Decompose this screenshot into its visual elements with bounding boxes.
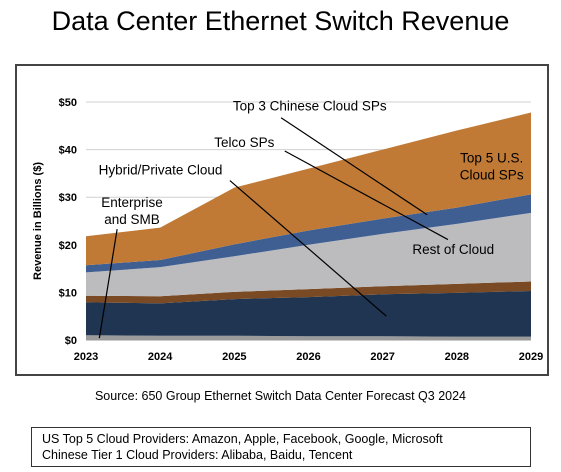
y-axis-label: Revenue in Billions ($): [32, 162, 44, 280]
y-tick-label: $20: [59, 240, 77, 252]
source-note: Source: 650 Group Ethernet Switch Data C…: [94, 389, 467, 403]
x-tick-label: 2029: [519, 351, 543, 363]
annotation-top5us: Top 5 U.S.: [460, 150, 523, 165]
annotation-hybrid: Hybrid/Private Cloud: [99, 162, 223, 177]
x-tick-label: 2027: [370, 351, 394, 363]
footnote-us-providers: US Top 5 Cloud Providers: Amazon, Apple,…: [42, 432, 443, 446]
y-tick-label: $40: [59, 145, 77, 157]
x-tick-label: 2026: [296, 351, 320, 363]
leader-line-hybrid: [229, 180, 387, 317]
chart-title: Data Center Ethernet Switch Revenue: [51, 6, 510, 36]
annotation-rest: Rest of Cloud: [412, 242, 494, 257]
annotation-telco: Telco SPs: [214, 135, 274, 150]
area-rest-of-cloud: [86, 212, 531, 297]
area-telco-sps: [86, 281, 531, 304]
leader-line-top3: [280, 117, 428, 216]
annotation-ent: and SMB: [104, 212, 160, 227]
x-tick-label: 2023: [74, 351, 98, 363]
x-tick-label: 2028: [445, 351, 469, 363]
annotation-top5us: Cloud SPs: [460, 167, 524, 182]
leader-line-ent: [98, 228, 118, 339]
annotation-top3: Top 3 Chinese Cloud SPs: [233, 99, 387, 114]
y-tick-label: $50: [59, 97, 77, 109]
leader-line-telco: [284, 150, 449, 241]
chart-frame: $0 $10 $20 $30 $40 $50 2023 2024 2025 2026 2027 202…: [15, 64, 549, 376]
annotation-ent: Enterprise: [101, 195, 163, 210]
stacked-area-chart: $0 $10 $20 $30 $40 $50 2023 2024 2025 2026 2027 202…: [32, 97, 543, 363]
footnote-box: US Top 5 Cloud Providers: Amazon, Apple,…: [31, 427, 531, 467]
area-top-5-u-s-cloud-sps: [86, 112, 531, 266]
area-top-3-chinese-cloud-sps: [86, 194, 531, 273]
area-hybrid-private-cloud: [86, 290, 531, 337]
y-tick-label: $0: [65, 335, 77, 347]
footnote-chinese-providers: Chinese Tier 1 Cloud Providers: Alibaba,…: [42, 448, 353, 462]
y-tick-label: $10: [59, 287, 77, 299]
x-tick-label: 2024: [148, 351, 173, 363]
x-tick-label: 2025: [222, 351, 246, 363]
y-tick-label: $30: [59, 192, 77, 204]
